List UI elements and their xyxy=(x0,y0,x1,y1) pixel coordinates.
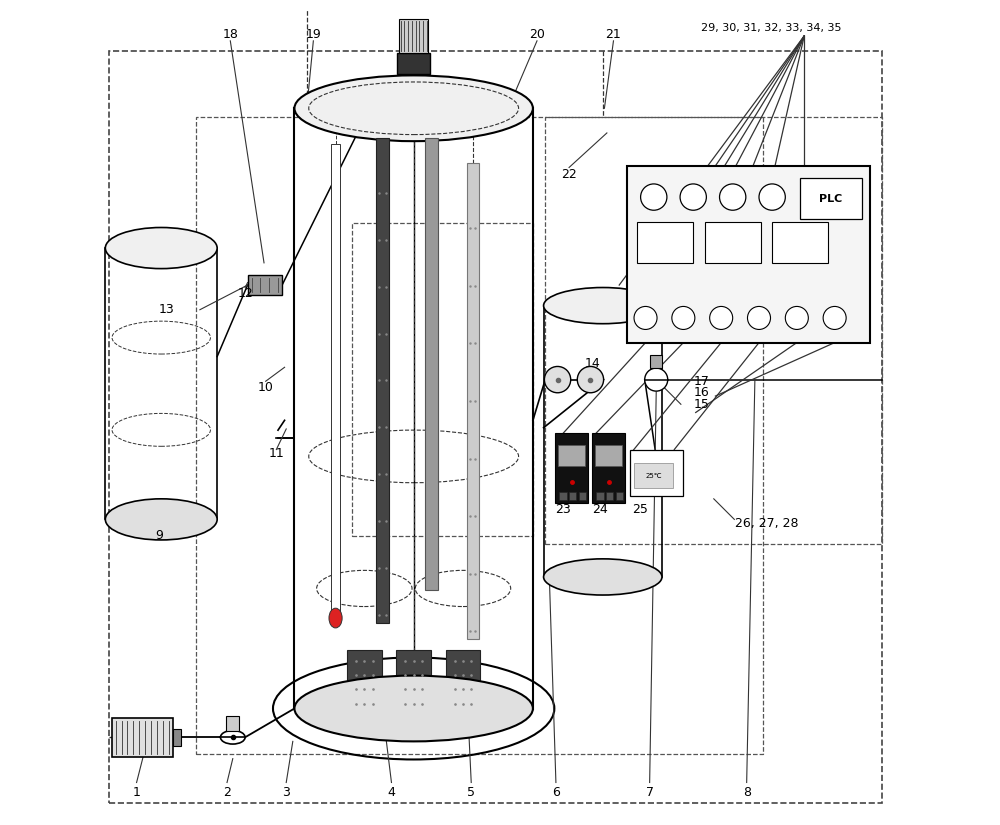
Ellipse shape xyxy=(329,608,342,628)
Circle shape xyxy=(544,366,571,393)
Ellipse shape xyxy=(220,730,245,744)
Ellipse shape xyxy=(294,676,533,742)
Circle shape xyxy=(680,184,706,210)
Text: 2: 2 xyxy=(223,786,231,799)
Text: 20: 20 xyxy=(529,28,545,40)
Circle shape xyxy=(785,306,808,329)
Circle shape xyxy=(747,306,771,329)
Bar xyxy=(555,433,588,503)
Text: 26, 27, 28: 26, 27, 28 xyxy=(735,517,799,530)
Text: 29, 30, 31, 32, 33, 34, 35: 29, 30, 31, 32, 33, 34, 35 xyxy=(701,23,842,33)
Circle shape xyxy=(720,184,746,210)
Bar xyxy=(248,276,282,295)
Bar xyxy=(196,116,763,754)
Text: 17: 17 xyxy=(694,375,709,388)
Bar xyxy=(226,716,239,731)
Bar xyxy=(396,650,431,712)
Bar xyxy=(592,433,625,503)
Text: 11: 11 xyxy=(268,447,284,460)
Text: 9: 9 xyxy=(155,530,163,542)
Text: 21: 21 xyxy=(606,28,621,40)
Text: 19: 19 xyxy=(305,28,321,40)
Text: 18: 18 xyxy=(222,28,238,40)
Text: 25℃: 25℃ xyxy=(645,473,662,478)
Circle shape xyxy=(641,184,667,210)
Text: 5: 5 xyxy=(467,786,475,799)
Text: 23: 23 xyxy=(555,503,571,516)
Text: PLC: PLC xyxy=(819,194,842,204)
Bar xyxy=(596,493,604,501)
Text: 10: 10 xyxy=(258,381,274,394)
Bar xyxy=(569,493,576,501)
Bar xyxy=(545,116,882,544)
Bar xyxy=(173,729,181,746)
Text: 4: 4 xyxy=(388,786,395,799)
Text: 7: 7 xyxy=(646,786,654,799)
Bar xyxy=(650,355,662,368)
Bar xyxy=(705,222,761,263)
Text: 3: 3 xyxy=(282,786,290,799)
Bar xyxy=(800,178,862,219)
Bar xyxy=(559,493,567,501)
Bar xyxy=(637,222,693,263)
Text: 14: 14 xyxy=(585,356,601,370)
Text: 24: 24 xyxy=(592,503,608,516)
Circle shape xyxy=(759,184,785,210)
Bar xyxy=(616,493,623,501)
Text: 8: 8 xyxy=(743,786,751,799)
Bar xyxy=(558,446,585,466)
Text: 15: 15 xyxy=(694,398,709,411)
Bar xyxy=(397,53,430,73)
Bar xyxy=(425,138,438,590)
Circle shape xyxy=(823,306,846,329)
Bar xyxy=(579,493,586,501)
Text: 13: 13 xyxy=(159,304,175,316)
Text: 12: 12 xyxy=(237,287,253,299)
Bar xyxy=(347,650,382,712)
Text: 25: 25 xyxy=(632,503,648,516)
Ellipse shape xyxy=(105,499,217,540)
Circle shape xyxy=(577,366,604,393)
Text: 16: 16 xyxy=(694,386,709,399)
Bar xyxy=(630,450,683,497)
Circle shape xyxy=(634,306,657,329)
Bar xyxy=(595,446,622,466)
Bar xyxy=(112,718,173,757)
Bar xyxy=(467,163,479,639)
Bar xyxy=(352,224,533,535)
Ellipse shape xyxy=(544,288,662,323)
Circle shape xyxy=(645,368,668,391)
Bar xyxy=(446,650,480,712)
Bar xyxy=(606,493,613,501)
Text: 22: 22 xyxy=(561,167,577,181)
Text: 1: 1 xyxy=(133,786,141,799)
Circle shape xyxy=(710,306,733,329)
Bar xyxy=(399,19,428,53)
Bar xyxy=(331,144,340,611)
Bar xyxy=(772,222,828,263)
Bar xyxy=(376,138,389,623)
Ellipse shape xyxy=(544,559,662,595)
Ellipse shape xyxy=(105,228,217,269)
Bar xyxy=(627,166,870,342)
Ellipse shape xyxy=(294,75,533,141)
Bar xyxy=(634,464,673,488)
Circle shape xyxy=(672,306,695,329)
Text: 6: 6 xyxy=(552,786,560,799)
